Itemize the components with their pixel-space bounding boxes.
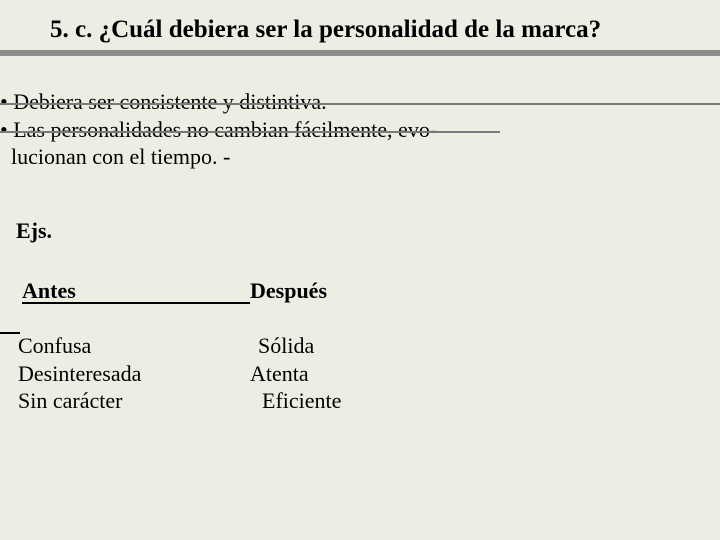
after-item-2: Atenta (250, 360, 341, 388)
after-item-3: Eficiente (262, 387, 341, 415)
after-list: Sólida Atenta Eficiente (258, 332, 341, 415)
column-header-despues: Después (250, 278, 327, 304)
before-item-1: Confusa (18, 332, 141, 360)
before-item-3: Sin carácter (18, 387, 141, 415)
before-list: Confusa Desinteresada Sin carácter (18, 332, 141, 415)
bullet-block: • Debiera ser consistente y distintiva. … (0, 88, 720, 171)
title-underline (0, 50, 720, 56)
after-item-1: Sólida (258, 332, 341, 360)
content-rule-2 (0, 131, 500, 133)
bullet-2: • Las personalidades no cambian fácilmen… (0, 116, 720, 144)
row-tick (0, 332, 20, 334)
before-item-2: Desinteresada (18, 360, 141, 388)
column-header-antes: Antes (22, 278, 76, 304)
bullet-3: lucionan con el tiempo. - (0, 143, 720, 171)
column-header-underline (22, 302, 250, 304)
examples-label: Ejs. (16, 218, 52, 244)
content-rule-1 (0, 103, 720, 105)
slide-title: 5. c. ¿Cuál debiera ser la personalidad … (50, 16, 601, 44)
bullet-1: • Debiera ser consistente y distintiva. (0, 88, 720, 116)
